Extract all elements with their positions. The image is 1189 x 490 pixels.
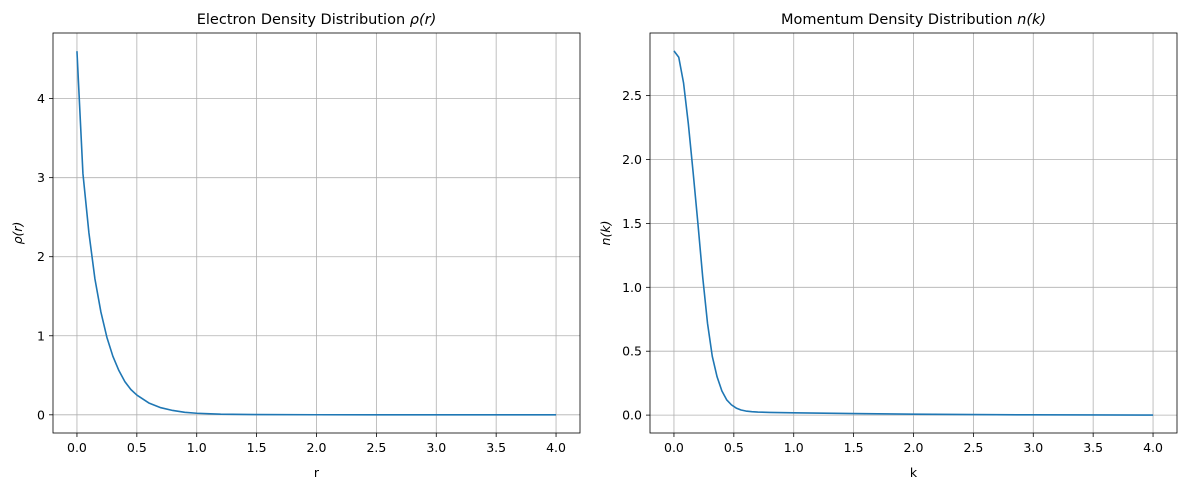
rho-x-tick-label: 0.5 xyxy=(127,440,147,455)
rho-x-tick-label: 1.5 xyxy=(247,440,267,455)
rho-x-tick-label: 0.0 xyxy=(67,440,87,455)
rho-x-tick-label: 2.0 xyxy=(307,440,327,455)
n-x-tick-label: 2.0 xyxy=(904,440,924,455)
rho-chart-title-text: Electron Density Distribution xyxy=(197,12,410,28)
rho-chart-title: Electron Density Distribution ρ(r) xyxy=(197,12,437,28)
rho-y-tick-label: 0 xyxy=(37,407,45,422)
electron-density-panel: 0.0 0.5 1.0 1.5 2.0 2.5 3.0 3.5 4.0 0 1 2 3 4 Electron… xyxy=(10,12,580,480)
n-x-axis-label: k xyxy=(910,465,918,480)
n-y-tick-label: 0.5 xyxy=(622,344,642,359)
n-y-tick-label: 2.5 xyxy=(622,88,642,103)
n-chart-title-text: Momentum Density Distribution xyxy=(781,12,1017,28)
n-x-tick-label: 3.5 xyxy=(1083,440,1103,455)
rho-x-tick-label: 1.0 xyxy=(187,440,207,455)
n-x-tick-label: 1.5 xyxy=(844,440,864,455)
rho-x-tick-label: 3.5 xyxy=(486,440,506,455)
rho-y-tick-label: 4 xyxy=(37,91,45,106)
n-x-tick-label: 0.5 xyxy=(724,440,744,455)
n-y-tick-label: 1.0 xyxy=(622,280,642,295)
rho-x-axis-label: r xyxy=(314,465,320,480)
rho-x-tick-label: 2.5 xyxy=(366,440,386,455)
rho-y-tick-label: 3 xyxy=(37,170,45,185)
n-chart-title: Momentum Density Distribution n(k) xyxy=(781,12,1046,28)
n-x-tick-label: 4.0 xyxy=(1143,440,1163,455)
rho-y-tick-label: 2 xyxy=(37,249,45,264)
rho-chart-title-math: ρ(r) xyxy=(410,12,436,28)
rho-y-tick-label: 1 xyxy=(37,328,45,343)
n-y-axis-label: n(k) xyxy=(598,221,613,246)
n-x-tick-label: 3.0 xyxy=(1023,440,1043,455)
rho-x-tick-label: 4.0 xyxy=(546,440,566,455)
rho-y-axis-label: ρ(r) xyxy=(10,222,25,245)
n-y-tick-label: 1.5 xyxy=(622,216,642,231)
n-chart-title-math: n(k) xyxy=(1017,12,1046,28)
n-x-tick-label: 1.0 xyxy=(784,440,804,455)
n-y-tick-label: 0.0 xyxy=(622,408,642,423)
rho-x-tick-label: 3.0 xyxy=(426,440,446,455)
n-y-tick-label: 2.0 xyxy=(622,152,642,167)
n-x-tick-label: 2.5 xyxy=(963,440,983,455)
momentum-density-panel: 0.0 0.5 1.0 1.5 2.0 2.5 3.0 3.5 4.0 0.0 0.5 1.0 1.5 2… xyxy=(598,12,1177,480)
n-x-tick-label: 0.0 xyxy=(664,440,684,455)
